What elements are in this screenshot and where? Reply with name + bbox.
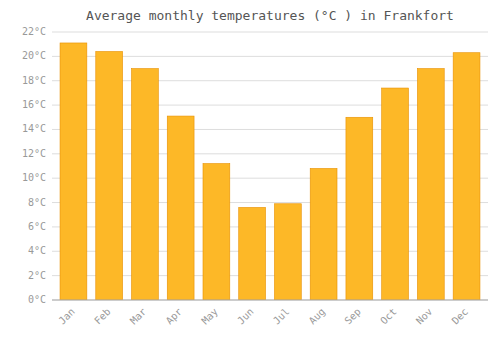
grid-line (52, 32, 488, 33)
y-tick-label: 2°C (28, 270, 46, 281)
y-tick-label: 20°C (22, 50, 46, 61)
bar (239, 207, 266, 300)
x-tick-label: Oct (378, 306, 399, 327)
y-tick-label: 16°C (22, 99, 46, 110)
y-tick-label: 0°C (28, 294, 46, 305)
x-tick-label: Mar (128, 306, 149, 327)
x-tick-label: Jun (235, 306, 256, 327)
x-tick-label: Aug (307, 306, 328, 327)
bar (346, 117, 373, 300)
x-tick-label: May (199, 306, 220, 327)
x-tick-label: Jul (271, 306, 292, 327)
y-tick-label: 22°C (22, 26, 46, 37)
chart: Average monthly temperatures (°C ) in Fr… (0, 0, 500, 350)
title: Average monthly temperatures (°C ) in Fr… (86, 8, 454, 23)
x-tick-label: Dec (450, 306, 471, 327)
y-tick-label: 10°C (22, 172, 46, 183)
x-tick-label: Jan (56, 306, 77, 327)
x-tick-label: Apr (164, 306, 185, 327)
bar (274, 204, 301, 300)
bar (453, 53, 480, 300)
bar (382, 88, 409, 300)
y-tick-label: 6°C (28, 221, 46, 232)
bars (60, 43, 480, 300)
grid-line (52, 300, 488, 301)
y-tick-label: 8°C (28, 197, 46, 208)
bar (203, 164, 230, 300)
axis-line (52, 300, 488, 301)
bar (60, 43, 87, 300)
bar (132, 69, 159, 300)
bar (310, 168, 337, 300)
x-tick-label: Nov (414, 306, 435, 327)
y-axis: 0°C 2°C 4°C 6°C 8°C 10°C 12°C 14°C 16°C 18°C 20°C 2… (22, 26, 488, 305)
y-tick-label: 14°C (22, 123, 46, 134)
y-tick-label: 18°C (22, 75, 46, 86)
x-axis: Jan Feb Mar Apr May Jun Jul Aug Sep Oct Nov Dec (52, 300, 488, 326)
y-tick-label: 4°C (28, 245, 46, 256)
bar (96, 51, 123, 300)
x-tick-label: Feb (92, 306, 113, 327)
bar (417, 69, 444, 300)
x-tick-label: Sep (342, 306, 363, 327)
bar (167, 116, 194, 300)
y-tick-label: 12°C (22, 148, 46, 159)
